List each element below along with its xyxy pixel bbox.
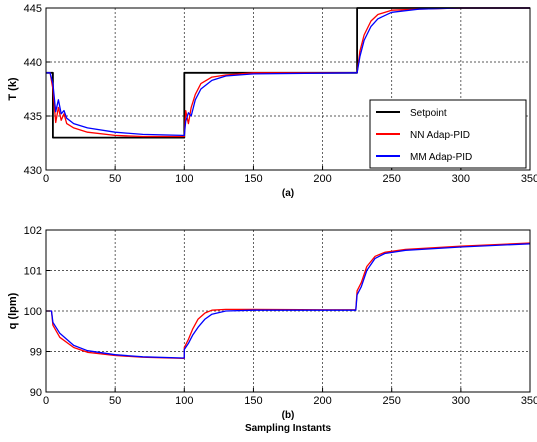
x-tick-label: 200 bbox=[313, 395, 331, 407]
x-tick-label: 0 bbox=[43, 173, 49, 185]
legend-label-1: Setpoint bbox=[410, 108, 447, 119]
x-tick-label: 350 bbox=[521, 173, 537, 185]
y-tick-label: 100 bbox=[24, 306, 42, 318]
y-tick-label: 90 bbox=[30, 387, 42, 399]
x-tick-label: 100 bbox=[175, 395, 193, 407]
y-tick-label: 102 bbox=[24, 225, 42, 237]
y-tick-label: 445 bbox=[24, 3, 42, 15]
x-tick-label: 150 bbox=[244, 395, 262, 407]
x-tick-label: 150 bbox=[244, 173, 262, 185]
x-tick-label: 300 bbox=[452, 395, 470, 407]
legend-label-3: MM Adap-PID bbox=[410, 152, 472, 163]
series-line-1-3 bbox=[46, 7, 530, 137]
y-tick-label: 430 bbox=[24, 165, 42, 177]
y-axis-label: T (k) bbox=[7, 77, 19, 101]
y-tick-label: 101 bbox=[24, 266, 42, 278]
panel-label: (a) bbox=[282, 188, 294, 199]
x-tick-label: 50 bbox=[109, 395, 121, 407]
x-tick-label: 200 bbox=[313, 173, 331, 185]
x-tick-label: 0 bbox=[43, 395, 49, 407]
x-tick-label: 250 bbox=[383, 173, 401, 185]
y-axis-label: q (lpm) bbox=[7, 292, 19, 329]
x-tick-label: 350 bbox=[521, 395, 537, 407]
plot-frame bbox=[45, 7, 531, 171]
x-tick-label: 100 bbox=[175, 173, 193, 185]
series-line-2-2 bbox=[46, 243, 531, 359]
series-line-1-2 bbox=[46, 7, 530, 138]
x-tick-label: 50 bbox=[109, 173, 121, 185]
y-tick-label: 440 bbox=[24, 57, 42, 69]
series-line-2-1 bbox=[46, 242, 531, 360]
y-tick-label: 99 bbox=[30, 347, 42, 359]
legend-label-2: NN Adap-PID bbox=[410, 130, 470, 141]
x-tick-label: 250 bbox=[383, 395, 401, 407]
panel-label: (b) bbox=[282, 410, 295, 421]
y-tick-label: 435 bbox=[24, 111, 42, 123]
x-axis-label: Sampling Instants bbox=[245, 423, 332, 434]
x-tick-label: 300 bbox=[452, 173, 470, 185]
